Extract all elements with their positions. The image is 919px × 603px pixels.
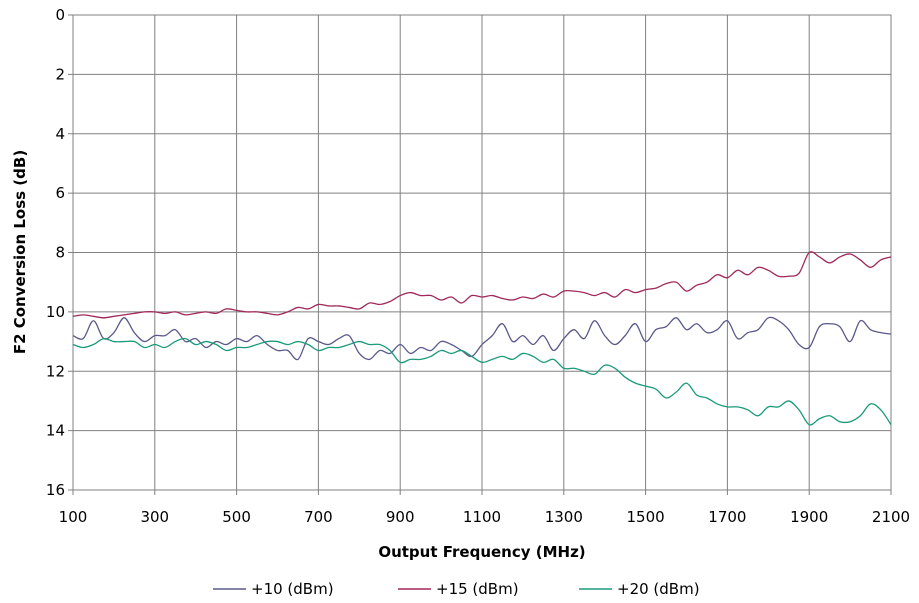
x-tick-label: 300 xyxy=(140,508,169,526)
legend-label-2: +15 (dBm) xyxy=(436,580,519,598)
series-lines xyxy=(72,251,892,426)
x-tick-label: 1100 xyxy=(463,508,501,526)
y-tick-label: 8 xyxy=(55,244,65,262)
x-axis-title: Output Frequency (MHz) xyxy=(378,543,585,561)
x-tick-label: 100 xyxy=(59,508,88,526)
x-tick-label: 700 xyxy=(304,508,333,526)
legend-label-1: +10 (dBm) xyxy=(251,580,334,598)
series-line-2 xyxy=(72,251,892,319)
y-axis-title: F2 Conversion Loss (dB) xyxy=(11,150,29,354)
x-tick-label: 900 xyxy=(386,508,415,526)
x-tick-label: 1500 xyxy=(627,508,665,526)
y-tick-label: 14 xyxy=(46,422,65,440)
y-tick-label: 10 xyxy=(46,303,65,321)
legend: +10 (dBm) +15 (dBm) +20 (dBm) xyxy=(213,580,700,598)
y-tick-label: 6 xyxy=(55,184,65,202)
y-tick-label: 4 xyxy=(55,125,65,143)
x-tick-label: 1700 xyxy=(708,508,746,526)
x-tick-label: 2100 xyxy=(872,508,910,526)
x-axis-ticks: 100 300 500 700 900 1100 1300 1500 1700 1900 2100 xyxy=(59,490,910,526)
y-tick-label: 0 xyxy=(55,6,65,24)
x-tick-label: 1300 xyxy=(545,508,583,526)
y-tick-label: 16 xyxy=(46,481,65,499)
y-axis-ticks: 0 2 4 6 8 10 12 14 16 xyxy=(46,6,73,499)
series-line-3 xyxy=(72,337,892,426)
y-tick-label: 2 xyxy=(55,65,65,83)
x-tick-label: 1900 xyxy=(790,508,828,526)
legend-label-3: +20 (dBm) xyxy=(617,580,700,598)
x-tick-label: 500 xyxy=(222,508,251,526)
y-tick-label: 12 xyxy=(46,362,65,380)
series-line-1 xyxy=(72,316,892,361)
